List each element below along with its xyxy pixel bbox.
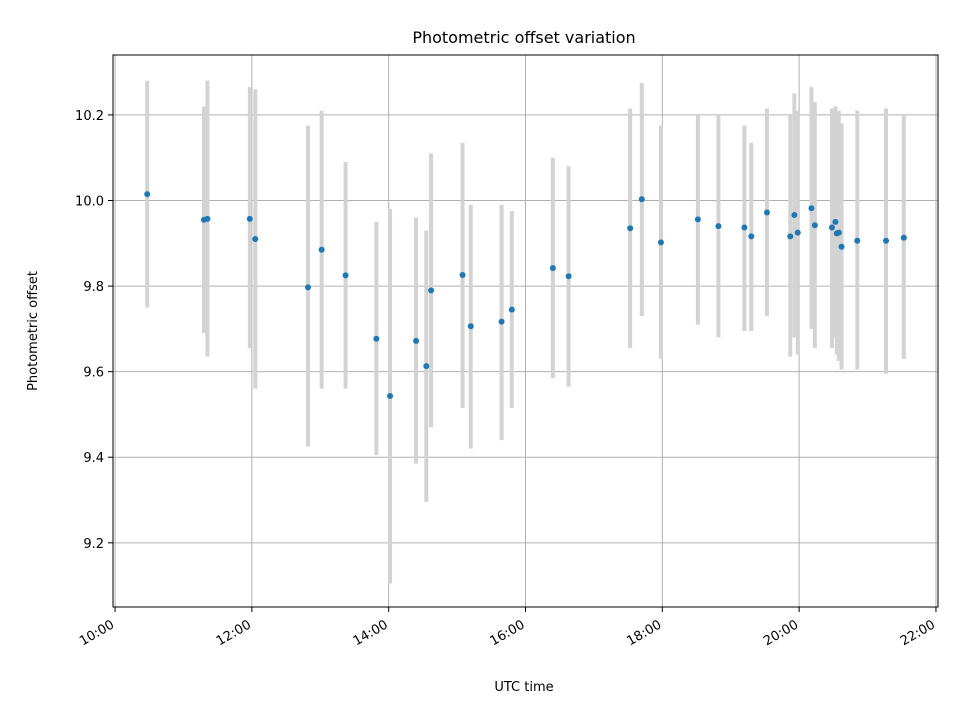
data-point	[791, 212, 798, 219]
data-point	[638, 196, 645, 203]
y-tick-label: 10.2	[75, 109, 104, 124]
data-point	[565, 273, 572, 280]
data-point	[808, 205, 815, 212]
data-point	[787, 233, 794, 240]
y-tick-label: 10.0	[75, 194, 104, 209]
data-point	[838, 243, 845, 250]
data-point	[304, 284, 311, 291]
data-point	[549, 265, 556, 272]
data-point	[252, 236, 259, 242]
data-point	[498, 318, 505, 325]
data-point	[832, 218, 839, 225]
data-point	[657, 239, 664, 246]
data-point	[828, 224, 835, 231]
data-point	[741, 224, 748, 231]
data-point	[246, 215, 253, 222]
data-point	[387, 393, 394, 400]
data-points	[144, 191, 907, 400]
data-point	[342, 272, 349, 279]
data-point	[144, 191, 151, 198]
data-point	[835, 229, 842, 236]
data-point	[459, 271, 466, 278]
data-point	[811, 222, 818, 229]
y-axis-label: Photometric offset	[26, 271, 41, 391]
data-point	[900, 234, 907, 241]
data-point	[854, 237, 861, 244]
data-point	[748, 233, 755, 240]
x-axis-label: UTC time	[494, 680, 553, 695]
data-point	[763, 209, 770, 216]
y-tick-label: 9.4	[83, 451, 104, 466]
data-point	[373, 335, 380, 342]
data-point	[428, 287, 435, 294]
data-point	[715, 223, 722, 230]
data-point	[413, 337, 420, 344]
chart-title: Photometric offset variation	[412, 28, 635, 47]
data-point	[318, 246, 325, 253]
data-point	[794, 229, 801, 236]
y-axis-ticks: 9.2 9.4 9.6 9.8 10.0 10.2	[75, 109, 113, 552]
data-point	[204, 215, 211, 222]
data-point	[423, 363, 430, 370]
data-point	[883, 237, 890, 244]
y-tick-label: 9.8	[83, 280, 104, 295]
data-point	[694, 216, 701, 223]
data-point	[627, 225, 634, 232]
data-point	[467, 323, 474, 330]
y-tick-label: 9.6	[83, 366, 104, 381]
y-tick-label: 9.2	[83, 537, 104, 552]
data-point	[508, 306, 515, 313]
